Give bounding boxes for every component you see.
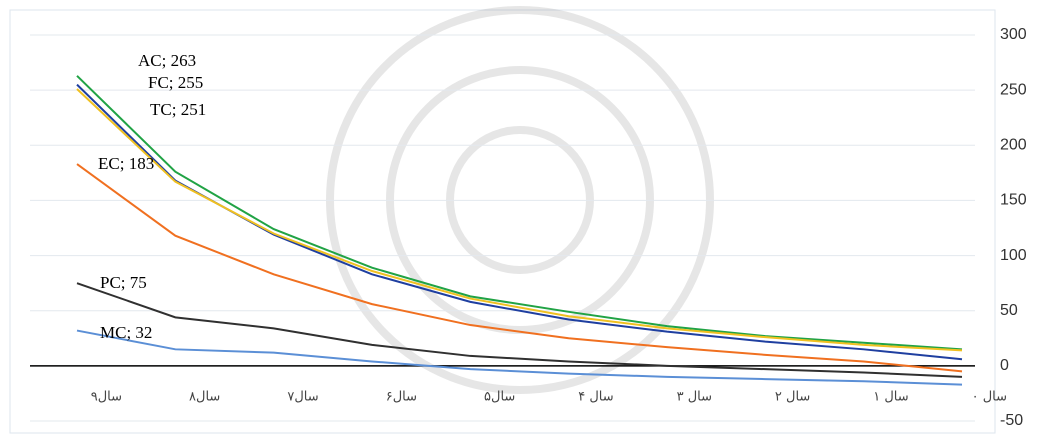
- data-label: PC; 75: [100, 273, 147, 292]
- y-tick-label: 150: [1000, 192, 1027, 209]
- series-line: [77, 85, 962, 360]
- y-tick-label: 100: [1000, 247, 1027, 264]
- x-tick-label: سال ۳: [677, 390, 712, 405]
- x-tick-label: سال ۲: [775, 390, 810, 405]
- data-label: MC; 32: [100, 323, 152, 342]
- x-tick-label: سال ۰: [972, 390, 1007, 405]
- x-tick-label: سال۸: [189, 390, 220, 405]
- data-label: FC; 255: [148, 73, 203, 92]
- x-tick-label: سال ۱: [873, 390, 908, 405]
- x-tick-label: سال۶: [386, 390, 417, 405]
- y-tick-label: -50: [1000, 412, 1023, 429]
- x-tick-label: سال۹: [91, 390, 122, 405]
- y-tick-label: 300: [1000, 26, 1027, 43]
- chart: -50 0 50 100 150 200 250 300 سال۹ سال۸ سال۷ سال۶ سال…: [0, 0, 1041, 434]
- x-tick-label: سال ۴: [578, 390, 613, 405]
- x-tick-label: سال۵: [484, 390, 515, 405]
- data-label: AC; 263: [138, 51, 196, 70]
- y-tick-label: 200: [1000, 137, 1027, 154]
- y-tick-label: 250: [1000, 81, 1027, 98]
- data-label: EC; 183: [98, 154, 154, 173]
- y-tick-label: 0: [1000, 357, 1009, 374]
- y-tick-label: 50: [1000, 302, 1018, 319]
- x-tick-label: سال۷: [287, 390, 318, 405]
- data-label: TC; 251: [150, 100, 206, 119]
- series-line: [77, 331, 962, 385]
